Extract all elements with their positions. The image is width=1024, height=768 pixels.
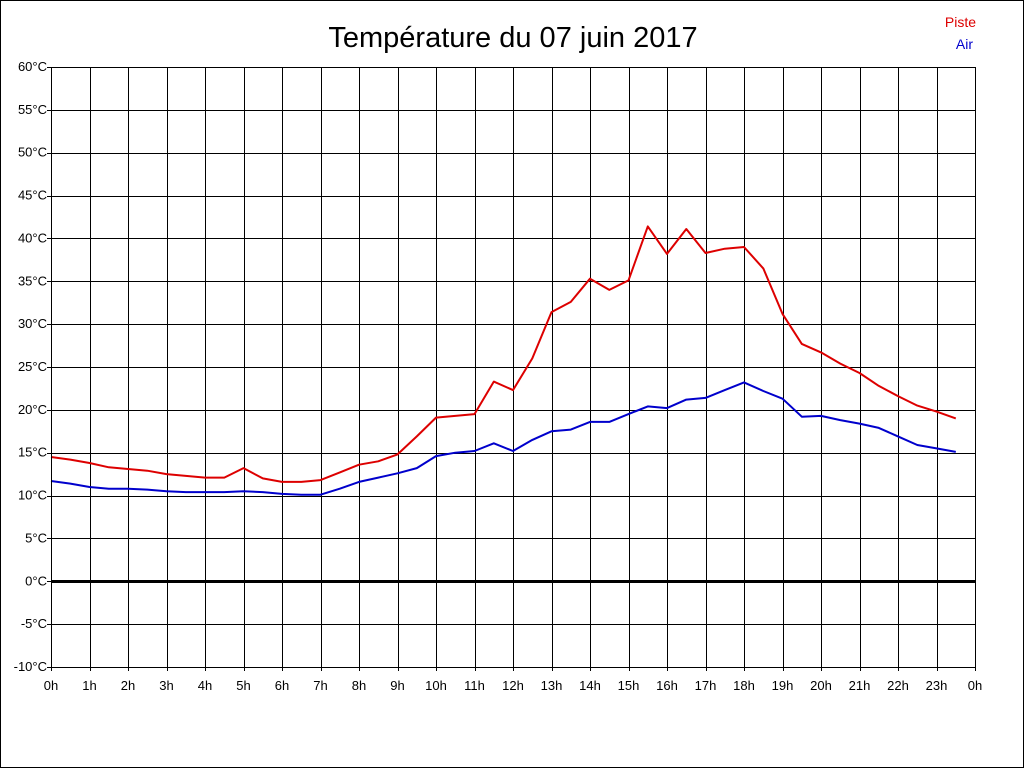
legend-item-piste: Piste	[945, 14, 976, 30]
y-tick-label: 40°C	[18, 230, 47, 245]
y-tick-label: 5°C	[25, 530, 47, 545]
y-tick-label: 55°C	[18, 102, 47, 117]
x-tick-label: 14h	[579, 678, 601, 693]
x-tick-label: 6h	[275, 678, 289, 693]
series-lines	[50, 225, 957, 496]
legend-item-air: Air	[956, 36, 973, 52]
x-tick-label: 3h	[159, 678, 173, 693]
y-tick-label: 25°C	[18, 359, 47, 374]
x-tick-label: 2h	[121, 678, 135, 693]
x-tick-label: 19h	[772, 678, 794, 693]
series-line-air	[50, 381, 956, 496]
x-tick-label: 20h	[810, 678, 832, 693]
x-tick-label: 22h	[887, 678, 909, 693]
x-tick-label: 5h	[236, 678, 250, 693]
chart-title: Température du 07 juin 2017	[328, 22, 697, 54]
y-tick-label: 20°C	[18, 402, 47, 417]
series-line-piste	[50, 225, 957, 483]
y-tick-label: 30°C	[18, 316, 47, 331]
x-tick-label: 0h	[44, 678, 58, 693]
x-tick-label: 11h	[464, 678, 485, 693]
y-tick-label: 35°C	[18, 273, 47, 288]
x-tick-label: 7h	[313, 678, 327, 693]
x-tick-label: 0h	[968, 678, 982, 693]
y-tick-label: 15°C	[18, 445, 47, 460]
x-tick-label: 1h	[82, 678, 96, 693]
x-tick-label: 21h	[849, 678, 871, 693]
x-tick-label: 12h	[502, 678, 524, 693]
y-tick-label: 0°C	[25, 573, 47, 588]
x-tick-label: 15h	[618, 678, 640, 693]
y-tick-label: 50°C	[18, 145, 47, 160]
x-tick-label: 8h	[352, 678, 366, 693]
x-tick-label: 13h	[541, 678, 563, 693]
x-tick-label: 4h	[198, 678, 212, 693]
x-tick-label: 16h	[656, 678, 678, 693]
y-tick-label: 45°C	[18, 188, 47, 203]
x-axis-ticks: 0h 1h 2h 3h 4h 5h 6h 7h 8h 9h 10h 11h 12h 13h 14h 15h 16…	[44, 667, 982, 693]
x-tick-label: 18h	[733, 678, 755, 693]
y-tick-label: -10°C	[14, 659, 47, 674]
x-tick-label: 17h	[695, 678, 717, 693]
y-tick-label: 10°C	[18, 488, 47, 503]
y-tick-label: 60°C	[18, 59, 47, 74]
grid	[51, 67, 975, 667]
plot-area-border	[51, 67, 976, 668]
x-tick-label: 23h	[926, 678, 948, 693]
x-tick-label: 10h	[425, 678, 447, 693]
y-tick-label: -5°C	[21, 616, 47, 631]
y-axis-ticks: -10°C -5°C 0°C 5°C 10°C 15°C 20°C 25°C 30°C 35°C 4…	[14, 59, 51, 674]
x-tick-label: 9h	[390, 678, 404, 693]
